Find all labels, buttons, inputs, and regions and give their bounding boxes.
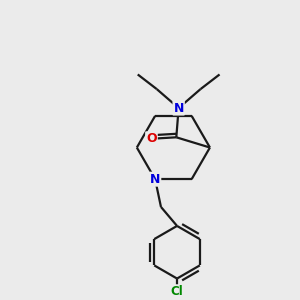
Text: N: N [150,173,160,186]
Text: O: O [146,132,157,145]
Text: Cl: Cl [171,285,183,298]
Text: N: N [173,102,184,115]
